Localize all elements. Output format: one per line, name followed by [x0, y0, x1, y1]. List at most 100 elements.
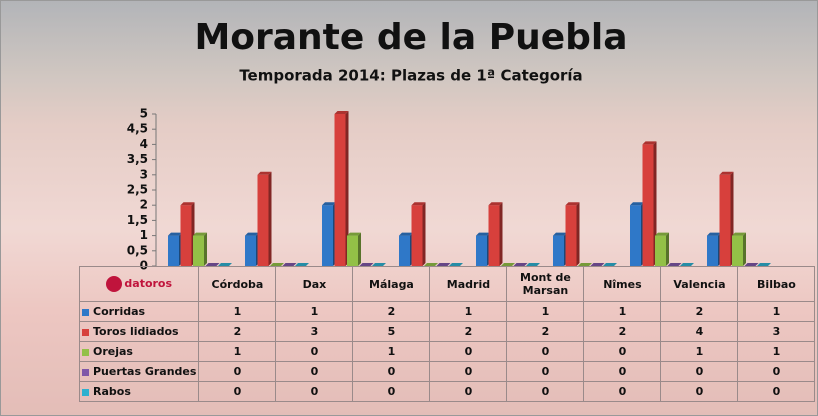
bar-top: [719, 171, 734, 175]
bar-top: [513, 263, 528, 266]
y-tick-label: 1,5: [127, 213, 148, 227]
y-tick-label: 0,5: [127, 243, 148, 257]
bar-top: [436, 263, 451, 266]
bar-side: [204, 232, 207, 266]
table-value: 0: [583, 381, 662, 402]
table-value: 2: [506, 321, 585, 342]
bar-top: [757, 263, 771, 266]
table-value: 0: [737, 361, 816, 382]
series-row: Corridas 1 1 2 1 1 1 2 1: [78, 301, 816, 322]
bar-top: [501, 263, 515, 266]
table-value: 0: [352, 361, 431, 382]
bar-top: [218, 263, 232, 266]
legend-entry: Puertas Grandes: [78, 361, 200, 382]
legend-label: Puertas Grandes: [93, 365, 197, 378]
bar: [707, 235, 718, 266]
category-label: Madrid: [429, 266, 508, 302]
bar-top: [245, 232, 259, 236]
y-tick-label: 4: [140, 137, 148, 151]
bar: [476, 235, 487, 266]
series-row: Rabos 0 0 0 0 0 0 0 0: [78, 381, 816, 402]
table-value: 1: [583, 301, 662, 322]
y-tick-label: 3,5: [127, 152, 148, 166]
bar-top: [630, 202, 644, 206]
legend-swatch: [82, 328, 89, 336]
bar-top: [476, 232, 490, 236]
y-tick-label: 0: [140, 259, 148, 273]
table-value: 0: [429, 381, 508, 402]
chart-title: Morante de la Puebla: [194, 17, 627, 58]
bar: [347, 235, 358, 266]
bar: [642, 144, 654, 266]
header-row: datoros Córdoba Dax Málaga Madrid Mont de Mar…: [78, 266, 816, 302]
bar: [245, 235, 256, 266]
table-value: 3: [275, 321, 354, 342]
bar-top: [270, 263, 284, 266]
bar-top: [578, 263, 592, 266]
logo: datoros: [106, 276, 172, 292]
bar: [411, 205, 423, 266]
table-value: 4: [660, 321, 739, 342]
bar: [257, 174, 269, 266]
series-row: Puertas Grandes 0 0 0 0 0 0 0 0: [78, 361, 816, 382]
bar: [193, 235, 204, 266]
bar-top: [680, 263, 694, 266]
table-value: 0: [275, 361, 354, 382]
bar-top: [424, 263, 438, 266]
legend-swatch: [82, 368, 89, 376]
category-label: Dax: [275, 266, 354, 302]
bar-top: [449, 263, 463, 266]
legend-swatch: [82, 348, 89, 356]
bar-top: [205, 263, 220, 266]
table-value: 0: [352, 381, 431, 402]
table-value: 0: [660, 361, 739, 382]
bar-side: [743, 232, 746, 266]
bar: [630, 205, 641, 266]
bar-top: [334, 111, 349, 114]
bar-top: [282, 263, 297, 266]
bar: [488, 205, 500, 266]
bar-top: [168, 232, 182, 236]
category-label: Málaga: [352, 266, 431, 302]
legend-entry: Corridas: [78, 301, 200, 322]
legend-label: Rabos: [93, 385, 131, 398]
bar-top: [359, 263, 374, 266]
data-table: datoros Córdoba Dax Málaga Madrid Mont de Mar…: [78, 266, 816, 402]
bar-top: [553, 232, 567, 236]
bar-top: [707, 232, 721, 236]
bar-side: [358, 232, 361, 266]
bar-top: [565, 202, 580, 206]
y-tick-label: 4,5: [127, 122, 148, 136]
bar-top: [411, 202, 426, 206]
table-value: 0: [583, 341, 662, 362]
table-value: 2: [198, 321, 277, 342]
category-label: Córdoba: [198, 266, 277, 302]
bar-top: [526, 263, 540, 266]
table-value: 0: [429, 361, 508, 382]
bar: [322, 205, 333, 266]
legend-label: Toros lidiados: [93, 325, 179, 338]
bar: [334, 114, 346, 266]
table-value: 2: [429, 321, 508, 342]
legend-label: Corridas: [93, 305, 146, 318]
category-label: Mont de Marsan: [506, 266, 585, 302]
table-value: 1: [737, 301, 816, 322]
table-value: 0: [275, 381, 354, 402]
bar: [565, 205, 577, 266]
table-value: 1: [429, 301, 508, 322]
bar-top: [732, 232, 746, 236]
bar: [168, 235, 179, 266]
bar-top: [667, 263, 682, 266]
y-tick-label: 5: [140, 107, 148, 121]
table-value: 1: [198, 341, 277, 362]
category-label: Nîmes: [583, 266, 662, 302]
y-tick-label: 1: [140, 228, 148, 242]
series-row: Toros lidiados 2 3 5 2 2 2 4 3: [78, 321, 816, 342]
table-value: 5: [352, 321, 431, 342]
bar-top: [590, 263, 605, 266]
bar: [553, 235, 564, 266]
bar-top: [655, 232, 669, 236]
bar-top: [603, 263, 617, 266]
bar: [655, 235, 666, 266]
